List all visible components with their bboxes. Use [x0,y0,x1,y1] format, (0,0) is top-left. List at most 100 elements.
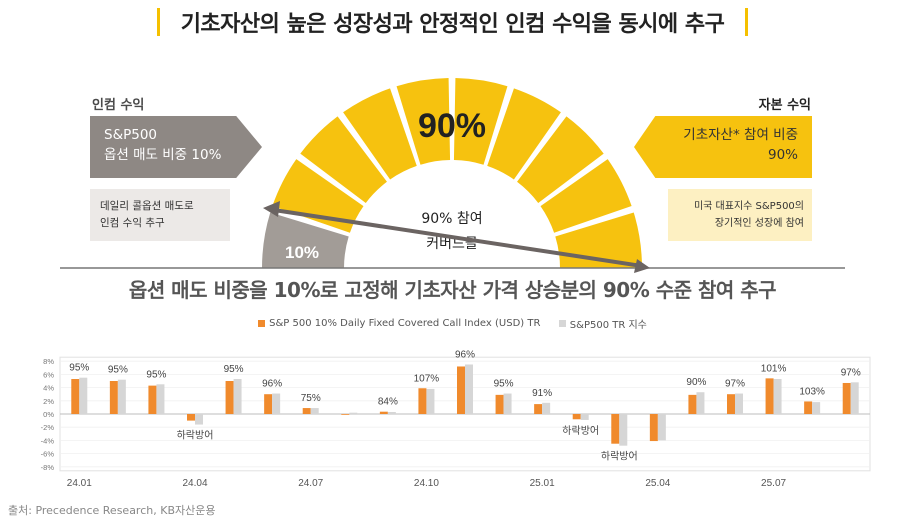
participation-label: 91% [532,388,552,399]
x-tick-label: 25.01 [530,478,555,489]
capital-box-line2: 90% [767,147,798,163]
y-tick-label: 8% [43,357,54,366]
gauge-segment-capital [517,116,604,203]
capital-box: 기초자산* 참여 비중 90% [634,116,812,178]
bar-covered-call [495,394,504,414]
participation-label: 96% [455,350,475,361]
bar-sp500 [657,414,666,441]
bar-sp500 [79,377,88,414]
participation-label: 90% [686,377,706,388]
income-desc-line2: 인컴 수익 추구 [100,217,165,229]
arrow-head-left [263,201,280,217]
gauge-segment-capital [453,78,508,165]
gauge-segments [262,78,642,268]
bar-sp500 [503,393,512,414]
bar-sp500 [233,379,242,414]
bar-sp500 [696,392,705,414]
gauge-pointer-arrow [273,208,643,268]
bar-sp500 [735,393,743,414]
bar-covered-call [187,414,195,421]
bar-covered-call [765,378,774,414]
bar-sp500 [580,414,589,420]
income-box-line2: 옵션 매도 비중 10% [104,147,222,163]
bar-covered-call [341,414,350,415]
bar-sp500 [349,412,358,414]
gauge-segment-income [262,212,349,268]
participation-label: 103% [799,386,825,397]
x-tick-label: 24.07 [298,478,323,489]
y-tick-label: 0% [43,410,54,419]
bar-covered-call [418,388,427,414]
x-tick-label: 25.04 [645,478,670,489]
x-tick-label: 25.07 [761,478,786,489]
bar-sp500 [850,382,859,414]
participation-label: 84% [378,397,398,408]
capital-box-line1: 기초자산* 참여 비중 [683,127,798,143]
bar-covered-call [572,414,581,420]
income-desc-line1: 데일리 콜옵션 매도로 [100,200,194,212]
source-note: 출처: Precedence Research, KB자산운용 [8,504,216,517]
bar-sp500 [542,402,551,414]
bar-sp500 [195,414,203,425]
capital-desc-line2: 장기적인 성장에 참여 [714,218,804,229]
gauge-segment-capital [487,88,561,180]
bar-covered-call [225,381,234,414]
bar-sp500 [426,388,435,414]
gauge-small-label: 10% [285,243,319,262]
participation-label: 107% [414,373,440,384]
bar-covered-call [727,394,735,414]
participation-label: 95% [108,365,128,376]
income-box-line1: S&P500 [104,127,158,143]
legend-label-sp500: S&P500 TR 지수 [569,320,647,331]
downside-defense-label: 하락방어 [562,424,599,437]
bar-covered-call [534,404,543,414]
x-tick-label: 24.10 [414,478,439,489]
participation-label: 97% [725,379,745,390]
downside-defense-label: 하락방어 [177,429,214,442]
bar-sp500 [773,379,782,414]
y-tick-label: -6% [41,450,55,459]
bar-covered-call [688,394,697,414]
page-title: 기초자산의 높은 성장성과 안정적인 인컴 수익을 동시에 추구 [180,12,725,37]
bar-covered-call [379,411,388,414]
title-block: 기초자산의 높은 성장성과 안정적인 인컴 수익을 동시에 추구 [0,6,905,38]
bar-covered-call [649,414,658,442]
income-label: 인컴 수익 [92,98,145,113]
bar-sp500 [387,412,396,414]
y-tick-label: 2% [43,397,54,406]
bar-covered-call [842,382,851,414]
arrow-head-right [634,259,650,273]
bar-sp500 [272,393,281,414]
downside-defense-label: 하락방어 [601,450,638,463]
participation-label: 96% [262,379,282,390]
y-tick-label: 4% [43,384,54,393]
bar-sp500 [465,364,473,414]
bar-covered-call [71,379,80,414]
subtitle: 옵션 매도 비중을 10%로 고정해 기초자산 가격 상승분의 90% 수준 참… [128,278,777,302]
gauge-segment-capital [343,88,417,180]
gauge-big-label: 90% [418,107,486,145]
y-tick-label: -2% [41,423,55,432]
legend-label-covered-call: S&P 500 10% Daily Fixed Covered Call Ind… [269,318,541,329]
monthly-returns-chart: 8% 6% 4% 2% 0% -2% -4% -6% -8% 95% 24.01 95% 95% 24.0… [41,350,871,489]
legend-swatch-covered-call [258,320,266,327]
gauge-center-line1: 90% 참여 [421,211,482,227]
x-tick-label: 24.01 [67,478,92,489]
bar-covered-call [109,381,118,414]
bar-covered-call [148,385,157,414]
bar-sp500 [310,408,319,414]
bar-sp500 [117,379,126,414]
bar-covered-call [457,366,465,414]
gauge-segment-capital [300,116,387,203]
bar-covered-call [804,401,813,414]
bar-sp500 [619,414,628,446]
participation-label: 95% [494,379,514,390]
income-desc: 데일리 콜옵션 매도로 인컴 수익 추구 [90,189,230,241]
capital-label: 자본 수익 [758,98,811,113]
income-box: S&P500 옵션 매도 비중 10% [90,116,262,178]
bar-sp500 [812,402,821,414]
x-tick-label: 24.04 [182,478,207,489]
participation-label: 101% [761,363,787,374]
participation-label: 75% [301,393,321,404]
chart-legend: S&P 500 10% Daily Fixed Covered Call Ind… [0,316,905,331]
